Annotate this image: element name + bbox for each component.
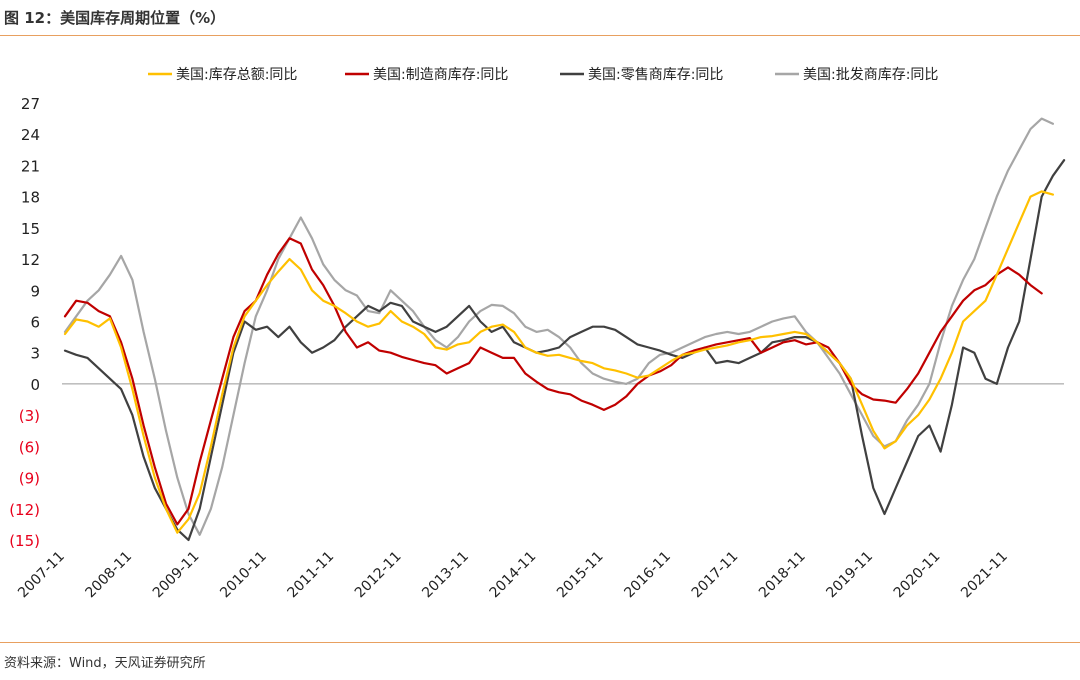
x-tick-label: 2012-11	[352, 549, 405, 602]
y-tick-label: 15	[21, 220, 40, 238]
x-tick-label: 2013-11	[419, 549, 472, 602]
y-tick-label: (6)	[19, 438, 40, 456]
legend-label: 美国:批发商库存:同比	[803, 67, 938, 83]
x-tick-label: 2014-11	[487, 549, 540, 602]
y-tick-label: 27	[21, 95, 40, 113]
x-tick-label: 2010-11	[217, 549, 270, 602]
y-tick-label: 3	[30, 345, 40, 363]
y-tick-label: 18	[21, 189, 40, 207]
x-tick-label: 2009-11	[150, 549, 203, 602]
series-line	[63, 117, 1054, 536]
x-tick-label: 2015-11	[554, 549, 607, 602]
y-tick-label: (3)	[19, 407, 40, 425]
figure-title: 图 12：美国库存周期位置（%）	[4, 9, 226, 27]
top-rule	[0, 35, 1080, 36]
legend-label: 美国:零售商库存:同比	[588, 67, 723, 83]
y-tick-label: (9)	[19, 470, 40, 488]
x-tick-label: 2019-11	[823, 549, 876, 602]
y-tick-label: 6	[30, 314, 40, 332]
series-line	[63, 159, 1066, 542]
y-tick-label: 9	[30, 282, 40, 300]
y-tick-label: (12)	[9, 501, 40, 519]
x-tick-label: 2020-11	[891, 549, 944, 602]
x-tick-label: 2008-11	[83, 549, 136, 602]
y-tick-label: 24	[21, 126, 40, 144]
x-tick-label: 2016-11	[621, 549, 674, 602]
x-tick-label: 2011-11	[285, 549, 338, 602]
x-tick-label: 2021-11	[958, 549, 1011, 602]
source-note: 资料来源：Wind，天风证券研究所	[4, 656, 206, 671]
legend-label: 美国:制造商库存:同比	[373, 67, 508, 83]
bottom-rule	[0, 642, 1080, 643]
y-tick-label: 21	[21, 157, 40, 175]
y-tick-label: 12	[21, 251, 40, 269]
x-tick-label: 2007-11	[15, 549, 68, 602]
x-tick-label: 2018-11	[756, 549, 809, 602]
series-line	[63, 237, 1043, 526]
y-tick-label: 0	[30, 376, 40, 394]
series-line	[63, 190, 1054, 534]
legend-label: 美国:库存总额:同比	[176, 67, 297, 83]
y-tick-label: (15)	[9, 532, 40, 550]
x-tick-label: 2017-11	[689, 549, 742, 602]
